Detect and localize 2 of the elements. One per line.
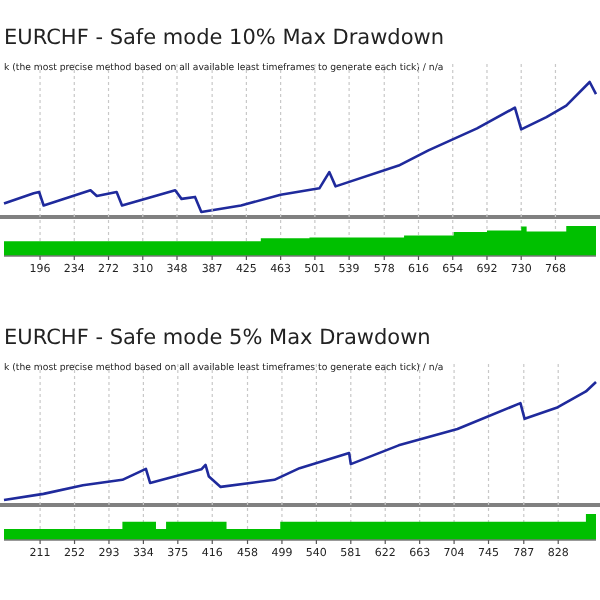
chart-title: EURCHF - Safe mode 5% Max Drawdown [4, 326, 431, 350]
chart-title: EURCHF - Safe mode 10% Max Drawdown [4, 26, 445, 50]
